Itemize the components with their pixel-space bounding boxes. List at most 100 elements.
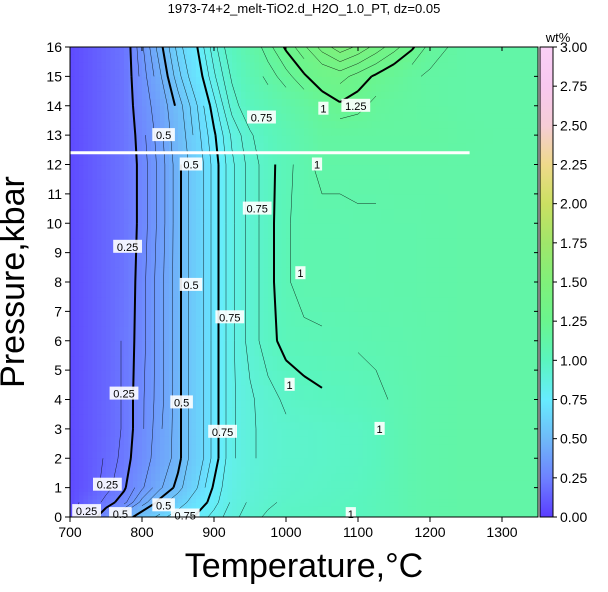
heatmap-cell (376, 505, 382, 511)
heatmap-cell (340, 513, 346, 517)
heatmap-cell (407, 61, 413, 70)
heatmap-cell (223, 513, 229, 517)
heatmap-cell (349, 69, 355, 77)
heatmap-cell (169, 193, 175, 210)
heatmap-cell (290, 179, 296, 195)
heatmap-cell (205, 326, 211, 342)
heatmap-cell (304, 436, 310, 445)
heatmap-cell (326, 487, 332, 492)
heatmap-cell (308, 513, 314, 517)
heatmap-cell (218, 399, 224, 408)
heatmap-cell (223, 135, 229, 144)
heatmap-cell (187, 443, 193, 452)
heatmap-cell (416, 164, 422, 180)
heatmap-cell (331, 505, 337, 511)
heatmap-cell (398, 98, 404, 107)
heatmap-cell (484, 472, 494, 481)
heatmap-cell (250, 428, 256, 437)
heatmap-cell (421, 76, 427, 85)
heatmap-cell (196, 480, 202, 489)
heatmap-cell (101, 252, 107, 268)
heatmap-cell (241, 513, 247, 517)
heatmap-cell (281, 142, 287, 151)
heatmap-cell (245, 370, 251, 386)
heatmap-cell (79, 355, 85, 371)
heatmap-cell (236, 164, 242, 180)
heatmap-cell (295, 498, 301, 503)
heatmap-cell (358, 340, 364, 357)
heatmap-cell (106, 237, 112, 254)
heatmap-cell (245, 179, 251, 195)
heatmap-cell (457, 267, 467, 283)
heatmap-cell (394, 237, 400, 254)
heatmap-cell (137, 436, 143, 445)
heatmap-cell (128, 252, 134, 268)
heatmap-cell (196, 267, 202, 283)
heatmap-cell (169, 465, 175, 474)
heatmap-cell (128, 487, 134, 492)
heatmap-cell (245, 472, 251, 481)
heatmap-cell (182, 450, 188, 459)
heatmap-cell (376, 223, 382, 239)
heatmap-cell (115, 498, 121, 503)
heatmap-cell (313, 223, 319, 239)
heatmap-cell (502, 135, 512, 144)
heatmap-cell (502, 105, 512, 114)
heatmap-cell (308, 505, 314, 511)
heatmap-cell (263, 450, 269, 459)
heatmap-cell (241, 223, 247, 239)
heatmap-cell (439, 127, 449, 136)
heatmap-cell (326, 355, 332, 371)
heatmap-cell (191, 193, 197, 210)
heatmap-cell (331, 370, 337, 386)
heatmap-cell (241, 399, 247, 408)
heatmap-cell (232, 120, 238, 129)
heatmap-cell (223, 326, 229, 342)
heatmap-cell (164, 414, 170, 423)
heatmap-cell (466, 252, 476, 268)
heatmap-cell (254, 436, 260, 445)
heatmap-cell (331, 399, 337, 408)
heatmap-cell (529, 223, 538, 239)
heatmap-cell (218, 355, 224, 371)
heatmap-cell (245, 384, 251, 401)
heatmap-cell (389, 498, 395, 503)
heatmap-cell (358, 370, 364, 386)
heatmap-cell (380, 54, 386, 63)
heatmap-cell (137, 105, 143, 114)
heatmap-cell (412, 513, 418, 517)
heatmap-cell (448, 513, 458, 517)
heatmap-cell (268, 450, 274, 459)
heatmap-cell (493, 414, 503, 423)
heatmap-cell (128, 421, 134, 430)
heatmap-cell (277, 69, 283, 77)
heatmap-cell (448, 193, 458, 210)
contour-label-text: 1 (348, 509, 354, 521)
heatmap-cell (83, 113, 89, 122)
colorbar-tick-label: 1.75 (560, 235, 587, 251)
heatmap-cell (380, 69, 386, 77)
heatmap-cell (106, 443, 112, 452)
heatmap-cell (430, 384, 440, 401)
heatmap-cell (457, 502, 467, 507)
heatmap-cell (245, 76, 251, 85)
heatmap-cell (317, 355, 323, 371)
heatmap-cell (205, 414, 211, 423)
heatmap-cell (227, 465, 233, 474)
heatmap-cell (227, 164, 233, 180)
heatmap-cell (191, 472, 197, 481)
colorbar-tick-label: 2.75 (560, 78, 587, 94)
heatmap-cell (344, 480, 350, 489)
heatmap-cell (425, 491, 431, 496)
heatmap-cell (74, 498, 80, 503)
heatmap-cell (326, 443, 332, 452)
heatmap-cell (394, 69, 400, 77)
heatmap-cell (376, 208, 382, 224)
heatmap-cell (79, 69, 85, 77)
heatmap-cell (425, 193, 431, 210)
y-tick-label: 14 (46, 98, 62, 114)
heatmap-cell (313, 472, 319, 481)
heatmap-cell (376, 491, 382, 496)
heatmap-cell (97, 83, 103, 92)
heatmap-cell (385, 179, 391, 195)
